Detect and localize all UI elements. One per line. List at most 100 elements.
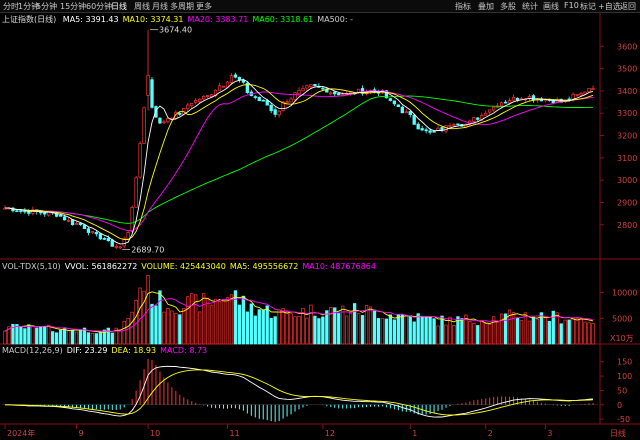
volume-bar <box>531 316 536 345</box>
candle-body <box>333 91 337 95</box>
candle-body <box>23 210 27 213</box>
candle-body <box>297 89 301 95</box>
volume-bar <box>142 290 146 345</box>
toolbar-btn-5[interactable]: F10 <box>564 1 579 10</box>
x-tick-label: 2024年 <box>7 428 35 438</box>
toolbar-btn-3[interactable]: 统计 <box>522 2 538 11</box>
period-tab-9[interactable]: 更多 <box>196 2 212 11</box>
volume-bar <box>567 319 571 345</box>
candle-body <box>567 98 571 101</box>
candle-body <box>130 207 134 232</box>
candle-body <box>309 84 313 87</box>
volume-bar <box>35 327 39 345</box>
candle-body <box>166 118 170 123</box>
toolbar-btn-4[interactable]: 画线 <box>543 2 559 11</box>
candle-body <box>209 94 214 98</box>
candle-body <box>74 223 79 225</box>
volume-bar <box>591 322 595 345</box>
ma5-line <box>4 79 594 245</box>
candle-body <box>186 104 190 110</box>
volume-bar <box>130 311 134 345</box>
volume-bar <box>78 329 83 345</box>
volume-bar <box>281 308 285 345</box>
period-tab-5[interactable]: 日线 <box>111 2 127 11</box>
toolbar-btn-2[interactable]: 多股 <box>500 2 516 11</box>
volume-bar <box>170 310 174 345</box>
volume-bar <box>221 300 226 345</box>
volume-bar <box>511 312 516 345</box>
volume-bar <box>249 303 253 345</box>
volume-bar <box>392 319 397 345</box>
candle-body <box>94 232 99 235</box>
candle-body <box>62 216 67 221</box>
volume-bar <box>325 310 329 345</box>
volume-bar <box>551 310 555 345</box>
volume-bar <box>237 304 242 345</box>
candle-body <box>154 106 158 118</box>
index-title: 上证指数(日线) <box>2 15 57 24</box>
candle-body <box>205 95 210 97</box>
candle-body <box>492 106 496 111</box>
toolbar-btn-8[interactable]: 返回 <box>620 2 636 11</box>
volume-bar <box>194 294 198 345</box>
period-tab-0[interactable]: 分时 <box>3 2 19 11</box>
period-tab-6[interactable]: 周线 <box>134 2 150 11</box>
candle-body <box>58 214 63 217</box>
volume-bar <box>468 321 472 345</box>
candle-body <box>265 100 269 106</box>
volume-bar <box>436 325 440 345</box>
candle-body <box>289 98 293 103</box>
volume-bar <box>559 323 563 345</box>
volume-bar <box>563 319 567 345</box>
x-tick-label: 2 <box>488 429 493 438</box>
candle-body <box>575 93 579 96</box>
candle-body <box>472 117 476 122</box>
candle-body <box>503 101 508 104</box>
period-tab-4[interactable]: 60分钟 <box>86 2 113 11</box>
volume-bar <box>337 313 341 345</box>
volume-bar <box>269 317 273 345</box>
volume-bar <box>555 312 559 345</box>
period-tab-3[interactable]: 15分钟 <box>60 2 87 11</box>
volume-bar <box>503 313 508 345</box>
period-tab-2[interactable]: 5分钟 <box>36 2 58 11</box>
toolbar-btn-7[interactable]: +自选 <box>598 2 621 11</box>
volume-bar <box>356 313 361 345</box>
volume-bar <box>253 315 257 345</box>
volume-bar <box>380 318 385 345</box>
candle-body <box>213 89 218 97</box>
volume-bar <box>217 301 222 345</box>
ma60-line <box>4 95 594 224</box>
candle-body <box>114 246 118 248</box>
period-tab-1[interactable]: 1分钟 <box>18 2 40 11</box>
period-tab-7[interactable]: 月线 <box>152 2 168 11</box>
candle-body <box>233 74 238 78</box>
volume-bar <box>90 333 95 345</box>
candle-body <box>329 92 333 95</box>
volume-bar <box>7 326 11 345</box>
period-tab-8[interactable]: 多周期 <box>170 2 194 11</box>
legend-item: MA60: 3318.61 <box>252 15 314 24</box>
toolbar-btn-1[interactable]: 叠加 <box>478 2 494 11</box>
candle-body <box>579 93 583 96</box>
candle-body <box>448 125 452 127</box>
candle-body <box>134 177 138 208</box>
toolbar-btn-6[interactable]: 标记 <box>580 2 596 11</box>
price-tick-label: 3300 <box>617 109 637 118</box>
x-tick-label: 11 <box>229 429 239 438</box>
volume-bar <box>440 315 444 345</box>
candle-body <box>301 87 305 92</box>
volume-bar <box>527 320 532 345</box>
volume-bar <box>27 324 31 345</box>
volume-bar <box>384 318 389 345</box>
volume-bar <box>51 331 55 345</box>
period-label: 日线 <box>610 428 626 438</box>
toolbar-btn-0[interactable]: 指标 <box>455 2 471 11</box>
candle-body <box>420 128 424 131</box>
volume-bar <box>186 296 190 345</box>
candle-body <box>269 104 273 112</box>
volume-bar <box>364 305 369 345</box>
volume-bar <box>277 309 281 345</box>
candle-body <box>106 238 110 242</box>
